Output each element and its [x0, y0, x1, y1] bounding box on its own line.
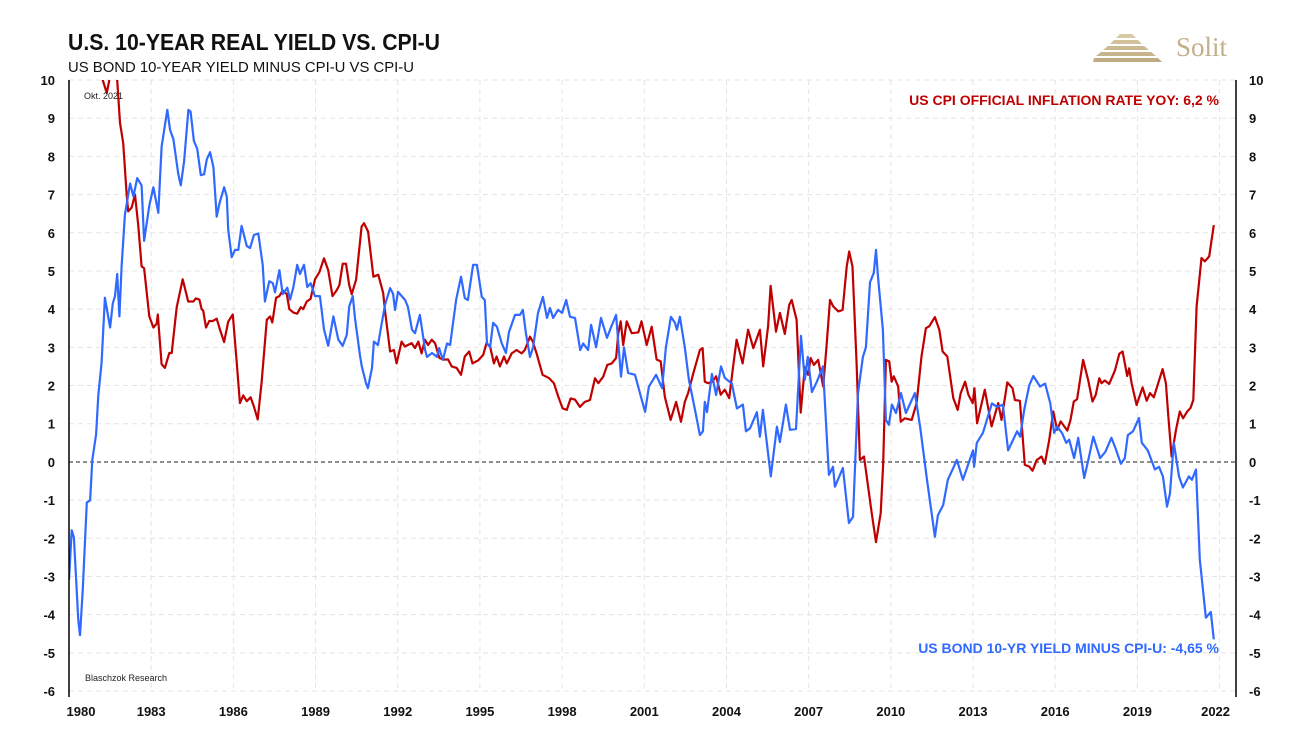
- y-tick-label-left: 7: [48, 188, 55, 203]
- x-tick-label: 2001: [630, 704, 659, 719]
- logo-text: Solit: [1176, 32, 1228, 62]
- real-yield-series-label: US BOND 10-YR YIELD MINUS CPI-U: -4,65 %: [918, 640, 1219, 656]
- y-tick-label-left: 2: [48, 379, 55, 394]
- date-note: Okt. 2021: [84, 91, 123, 101]
- y-tick-label-right: -4: [1249, 608, 1261, 623]
- real-yield-line: [69, 108, 1215, 640]
- x-tick-label: 2022: [1201, 704, 1230, 719]
- chart-subtitle: US BOND 10-YEAR YIELD MINUS CPI-U VS CPI…: [68, 59, 414, 76]
- y-tick-label-right: 6: [1249, 226, 1256, 241]
- y-tick-label-right: 4: [1249, 302, 1257, 317]
- x-axis: 1980 1983 1986 1989 1992 1995 1998 2001 2004 2007…: [67, 704, 1230, 719]
- y-tick-label-left: 4: [48, 302, 56, 317]
- x-tick-label: 1989: [301, 704, 330, 719]
- cpi-series-name: US CPI OFFICIAL INFLATION RATE YOY: [909, 92, 1176, 108]
- y-tick-label-left: 1: [48, 417, 55, 432]
- x-tick-label: 1983: [137, 704, 166, 719]
- y-tick-label-left: 9: [48, 111, 55, 126]
- real-yield-label-sep: :: [1162, 640, 1171, 656]
- x-tick-label: 1998: [548, 704, 577, 719]
- y-tick-label-left: 5: [48, 264, 55, 279]
- x-tick-label: 2010: [876, 704, 905, 719]
- x-tick-label: 2019: [1123, 704, 1152, 719]
- y-tick-label-right: -5: [1249, 646, 1261, 661]
- cpi-inflation-line: [101, 80, 1215, 544]
- real-yield-series-value: -4,65 %: [1171, 640, 1220, 656]
- y-tick-label-left: -4: [43, 608, 55, 623]
- y-tick-label-left: 0: [48, 455, 55, 470]
- y-tick-label-right: -2: [1249, 531, 1261, 546]
- y-tick-label-left: -1: [43, 493, 55, 508]
- pyramid-icon: [1093, 34, 1162, 62]
- y-tick-label-left: 3: [48, 340, 55, 355]
- y-tick-label-right: -3: [1249, 569, 1261, 584]
- x-tick-label: 1992: [383, 704, 412, 719]
- y-tick-label-right: 3: [1249, 340, 1256, 355]
- cpi-label-sep: :: [1175, 92, 1184, 108]
- y-tick-label-left: 6: [48, 226, 55, 241]
- y-tick-label-left: -5: [43, 646, 55, 661]
- x-tick-label: 1986: [219, 704, 248, 719]
- cpi-series-value: 6,2 %: [1183, 92, 1219, 108]
- source-note: Blaschzok Research: [85, 673, 167, 683]
- y-tick-label-left: -2: [43, 531, 55, 546]
- grid: [69, 79, 1236, 692]
- y-tick-label-left: 8: [48, 149, 55, 164]
- x-tick-label: 2007: [794, 704, 823, 719]
- y-tick-label-left: -3: [43, 569, 55, 584]
- y-tick-label-right: 7: [1249, 188, 1256, 203]
- y-tick-label-right: 1: [1249, 417, 1256, 432]
- solit-logo: Solit: [1093, 32, 1228, 62]
- x-tick-label: 1995: [465, 704, 494, 719]
- x-tick-label: 2013: [959, 704, 988, 719]
- real-yield-series-name: US BOND 10-YR YIELD MINUS CPI-U: [918, 640, 1162, 656]
- y-tick-label-left: 10: [41, 73, 55, 88]
- y-tick-label-right: -6: [1249, 684, 1261, 699]
- x-tick-label: 2016: [1041, 704, 1070, 719]
- y-tick-label-right: 0: [1249, 455, 1256, 470]
- x-tick-label: 2004: [712, 704, 742, 719]
- x-tick-label: 1980: [67, 704, 96, 719]
- y-tick-label-right: 5: [1249, 264, 1256, 279]
- y-tick-label-right: -1: [1249, 493, 1261, 508]
- y-tick-label-right: 2: [1249, 379, 1256, 394]
- series-group: [69, 80, 1215, 640]
- y-tick-label-left: -6: [43, 684, 55, 699]
- chart-title: U.S. 10-YEAR REAL YIELD VS. CPI-U: [68, 29, 440, 55]
- y-tick-label-right: 9: [1249, 111, 1256, 126]
- y-tick-label-right: 8: [1249, 149, 1256, 164]
- y-tick-label-right: 10: [1249, 73, 1263, 88]
- cpi-series-label: US CPI OFFICIAL INFLATION RATE YOY: 6,2 …: [909, 92, 1219, 108]
